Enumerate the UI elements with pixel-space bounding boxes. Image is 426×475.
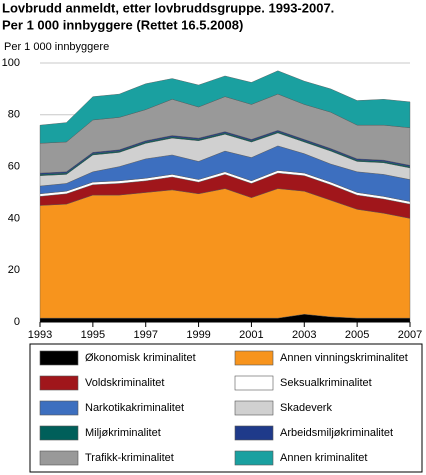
legend-swatch xyxy=(39,450,79,466)
x-tick-label: 1995 xyxy=(81,329,105,341)
legend-label: Miljøkriminalitet xyxy=(85,427,161,439)
y-tick-label: 100 xyxy=(2,57,20,69)
legend-label: Narkotikakriminalitet xyxy=(85,402,184,414)
legend-swatch xyxy=(234,425,274,441)
legend-swatch xyxy=(234,350,274,366)
legend-swatch xyxy=(234,375,274,391)
legend-swatch xyxy=(234,450,274,466)
legend-label: Økonomisk kriminalitet xyxy=(85,352,196,364)
y-axis-label: Per 1 000 innbyggere xyxy=(4,41,109,53)
legend-swatch xyxy=(39,375,79,391)
x-tick-label: 2003 xyxy=(292,329,316,341)
legend-label: Annen vinningskriminalitet xyxy=(280,352,408,364)
legend-label: Seksualkriminalitet xyxy=(280,377,372,389)
x-tick-label: 1999 xyxy=(186,329,210,341)
x-tick-label: 1997 xyxy=(133,329,157,341)
y-tick-label: 60 xyxy=(8,161,20,173)
y-tick-label: 0 xyxy=(14,316,20,328)
y-tick-label: 40 xyxy=(8,212,20,224)
chart-title: Lovbrudd anmeldt, etter lovbruddsgruppe.… xyxy=(2,0,334,15)
legend-swatch xyxy=(39,425,79,441)
legend-label: Arbeidsmiljøkriminalitet xyxy=(280,427,393,439)
chart-subtitle: Per 1 000 innbyggere (Rettet 16.5.2008) xyxy=(2,17,243,32)
x-tick-label: 1993 xyxy=(28,329,52,341)
legend-swatch xyxy=(234,400,274,416)
x-tick-label: 2007 xyxy=(398,329,422,341)
x-tick-label: 2005 xyxy=(345,329,369,341)
legend-label: Trafikk-kriminalitet xyxy=(85,452,174,464)
legend-swatch xyxy=(39,400,79,416)
x-tick-label: 2001 xyxy=(239,329,263,341)
y-tick-label: 80 xyxy=(8,109,20,121)
y-tick-label: 20 xyxy=(8,264,20,276)
legend-label: Annen kriminalitet xyxy=(280,452,367,464)
legend-label: Skadeverk xyxy=(280,402,332,414)
legend-label: Voldskriminalitet xyxy=(85,377,164,389)
legend-box xyxy=(29,343,423,473)
legend-swatch xyxy=(39,350,79,366)
area xyxy=(39,70,411,144)
